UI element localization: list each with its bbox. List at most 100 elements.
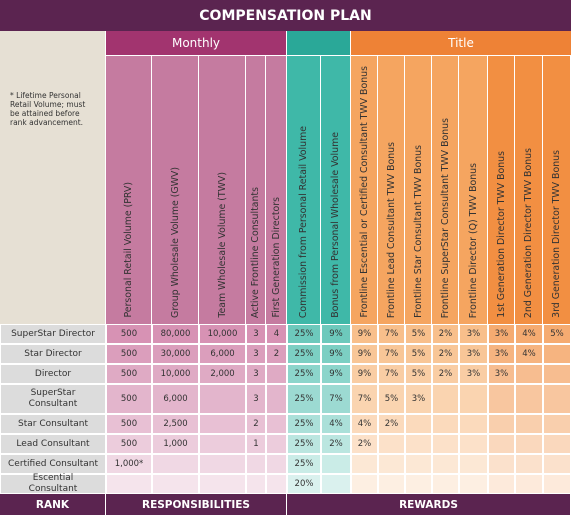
cell	[199, 434, 246, 454]
cell	[459, 434, 488, 454]
cell: 500	[106, 344, 152, 364]
cell: 7%	[378, 364, 405, 384]
cell: 5%	[405, 364, 432, 384]
cell	[543, 364, 571, 384]
cell	[432, 434, 459, 454]
cell: 500	[106, 324, 152, 344]
cell: 30,000	[152, 344, 199, 364]
column-header: 1st Generation Director TWV Bonus	[488, 55, 515, 324]
cell: 4%	[321, 414, 351, 434]
cell: 3%	[459, 344, 488, 364]
cell	[515, 434, 543, 454]
cell: 5%	[378, 384, 405, 414]
column-label: Frontline Escential or Certified Consult…	[358, 66, 370, 318]
cell: 7%	[378, 344, 405, 364]
cell: 2	[266, 344, 287, 364]
rank-label: SuperStar Consultant	[0, 384, 106, 414]
cell	[199, 454, 246, 474]
cell: 6,000	[199, 344, 246, 364]
cell: 3%	[459, 324, 488, 344]
cell: 5%	[405, 324, 432, 344]
cell: 25%	[287, 384, 321, 414]
cell: 2%	[351, 434, 378, 454]
cell: 500	[106, 434, 152, 454]
cell: 9%	[351, 324, 378, 344]
cell	[106, 474, 152, 494]
cell: 9%	[321, 324, 351, 344]
cell	[246, 454, 266, 474]
cell	[266, 364, 287, 384]
cell	[199, 414, 246, 434]
title-bar: COMPENSATION PLAN	[0, 0, 571, 31]
cell	[543, 344, 571, 364]
cell	[459, 414, 488, 434]
cell: 2%	[432, 364, 459, 384]
cell: 5%	[405, 344, 432, 364]
cell: 500	[106, 384, 152, 414]
rank-label: Lead Consultant	[0, 434, 106, 454]
cell: 4%	[515, 344, 543, 364]
cell	[266, 384, 287, 414]
cell: 3	[246, 344, 266, 364]
cell	[488, 414, 515, 434]
note: * Lifetime Personal Retail Volume; must …	[0, 31, 106, 324]
group-header: Monthly	[106, 31, 287, 55]
footer-label: RESPONSIBILITIES	[106, 494, 287, 515]
cell: 7%	[351, 384, 378, 414]
cell	[152, 474, 199, 494]
cell: 10,000	[152, 364, 199, 384]
footer-label: REWARDS	[287, 494, 571, 515]
cell: 9%	[351, 364, 378, 384]
cell	[515, 474, 543, 494]
cell: 9%	[351, 344, 378, 364]
cell	[488, 384, 515, 414]
cell	[405, 414, 432, 434]
cell	[432, 384, 459, 414]
column-header: 3rd Generation Director TWV Bonus	[543, 55, 571, 324]
cell	[321, 454, 351, 474]
cell	[459, 454, 488, 474]
cell: 2,000	[199, 364, 246, 384]
cell	[266, 474, 287, 494]
cell	[459, 474, 488, 494]
cell: 2%	[321, 434, 351, 454]
cell: 9%	[321, 364, 351, 384]
cell	[515, 414, 543, 434]
column-label: Active Frontline Consultants	[250, 186, 261, 318]
cell	[488, 454, 515, 474]
group-header: Title	[351, 31, 571, 55]
cell: 2%	[378, 414, 405, 434]
cell: 500	[106, 414, 152, 434]
cell	[543, 384, 571, 414]
column-header: First Generation Directors	[266, 55, 287, 324]
cell: 1	[246, 434, 266, 454]
cell: 80,000	[152, 324, 199, 344]
cell: 2,500	[152, 414, 199, 434]
cell: 3%	[488, 344, 515, 364]
cell: 4	[266, 324, 287, 344]
column-label: 3rd Generation Director TWV Bonus	[551, 150, 562, 318]
cell: 25%	[287, 434, 321, 454]
rank-label: Director	[0, 364, 106, 384]
cell: 20%	[287, 474, 321, 494]
cell: 3%	[488, 324, 515, 344]
column-header: Personal Retail Volume (PRV)	[106, 55, 152, 324]
column-label: Group Wholesale Volume (GWV)	[169, 167, 181, 318]
cell	[199, 384, 246, 414]
cell	[199, 474, 246, 494]
cell	[266, 434, 287, 454]
cell	[515, 384, 543, 414]
cell	[432, 474, 459, 494]
cell: 2%	[432, 324, 459, 344]
footer-label: RANK	[0, 494, 106, 515]
cell	[152, 454, 199, 474]
rank-label: Certified Consultant	[0, 454, 106, 474]
cell: 6,000	[152, 384, 199, 414]
column-label: Frontline Director (Q) TWV Bonus	[467, 162, 479, 318]
column-label: Personal Retail Volume (PRV)	[123, 182, 134, 318]
rank-label: Star Consultant	[0, 414, 106, 434]
cell: 10,000	[199, 324, 246, 344]
cell	[515, 364, 543, 384]
column-label: 1st Generation Director TWV Bonus	[495, 151, 507, 318]
